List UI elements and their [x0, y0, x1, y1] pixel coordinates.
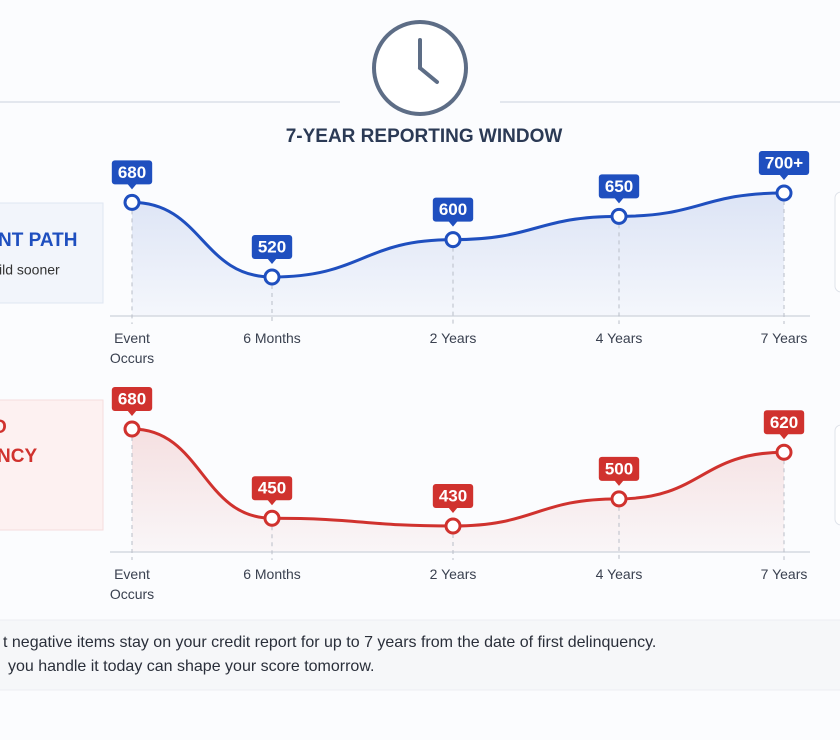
label-box — [758, 151, 810, 175]
value-label: 600 — [439, 200, 467, 219]
label-box — [111, 387, 153, 411]
point — [263, 268, 281, 286]
panel-subtitle: ild sooner — [0, 262, 60, 278]
label-pointer — [779, 433, 789, 440]
point — [123, 420, 141, 438]
label-pointer — [127, 410, 137, 416]
x-tick-label: Event Occurs — [109, 330, 155, 366]
label-box — [432, 197, 474, 222]
x-tick-label: 7 Years — [760, 566, 808, 582]
point — [775, 443, 793, 461]
label-box — [432, 484, 474, 508]
panel — [0, 202, 104, 304]
x-tick-label: 4 Years — [595, 330, 643, 346]
label-pointer — [448, 220, 458, 227]
side-card — [834, 424, 840, 526]
label-box — [598, 174, 640, 199]
data-label: 650 — [598, 174, 640, 204]
point — [123, 193, 141, 211]
value-label: 680 — [118, 389, 146, 408]
x-tick-label: 4 Years — [595, 566, 643, 582]
data-label: 520 — [251, 235, 293, 264]
point — [775, 184, 793, 202]
label-box — [251, 235, 293, 259]
data-label: 600 — [432, 197, 474, 227]
label-box — [111, 160, 153, 185]
data-label: 500 — [598, 456, 640, 486]
value-label: 620 — [770, 413, 798, 432]
point — [610, 490, 628, 508]
title: 7-YEAR REPORTING WINDOW — [286, 126, 563, 147]
label-pointer — [779, 174, 789, 180]
label-pointer — [127, 183, 137, 190]
panel-title: NT PATH — [0, 230, 78, 251]
footer-text: t negative items stay on your credit rep… — [3, 634, 657, 651]
value-label: 520 — [258, 237, 286, 256]
point — [444, 231, 462, 249]
x-tick-label: Event Occurs — [109, 566, 155, 602]
value-label: 430 — [439, 486, 467, 505]
value-label: 450 — [258, 479, 286, 498]
point — [444, 517, 462, 535]
label-pointer — [614, 197, 624, 204]
label-pointer — [267, 499, 277, 506]
x-tick-label: 2 Years — [429, 330, 477, 346]
label-box — [763, 410, 805, 435]
data-label: 430 — [432, 484, 474, 513]
point — [610, 207, 628, 225]
x-tick-label: 6 Months — [243, 566, 301, 582]
footer-box — [0, 619, 840, 691]
value-label: 700+ — [765, 153, 803, 172]
label-pointer — [267, 258, 277, 264]
value-label: 680 — [118, 163, 146, 182]
data-label: 620 — [763, 410, 805, 440]
area — [132, 429, 784, 552]
label-box — [598, 456, 640, 481]
side-card — [834, 191, 840, 293]
data-label: 700+ — [758, 151, 810, 180]
label-pointer — [448, 507, 458, 513]
panel-line: NCY — [0, 446, 37, 467]
footer-text: you handle it today can shape your score… — [8, 658, 375, 675]
x-tick-label: 6 Months — [243, 330, 301, 346]
data-label: 680 — [111, 160, 153, 190]
label-box — [251, 476, 293, 501]
x-tick-label: 2 Years — [429, 566, 477, 582]
clock-icon — [372, 20, 468, 116]
point — [263, 509, 281, 527]
x-tick-label: 7 Years — [760, 330, 808, 346]
data-label: 680 — [111, 387, 153, 416]
value-label: 650 — [605, 177, 633, 196]
panel — [0, 399, 104, 531]
panel-line: O — [0, 417, 7, 438]
value-label: 500 — [605, 459, 633, 478]
data-label: 450 — [251, 476, 293, 506]
label-pointer — [614, 479, 624, 486]
